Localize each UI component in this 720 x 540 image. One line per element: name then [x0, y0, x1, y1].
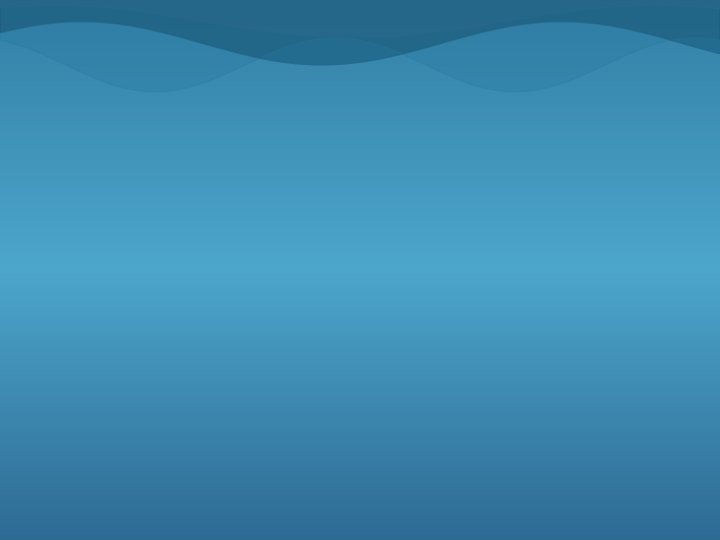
Text: Preoperative: Preoperative	[266, 114, 400, 134]
Bar	[327, 183, 455, 379]
Bar	[156, 140, 299, 421]
Text: Magnetic Resonance Angiography(MRA): Magnetic Resonance Angiography(MRA)	[0, 61, 678, 90]
Bar	[320, 140, 462, 421]
Bar	[490, 197, 618, 365]
Bar	[483, 140, 626, 421]
Text: ★ Axial ,Sagittal and coronal MRA of the brain.: ★ Axial ,Sagittal and coronal MRA of the…	[196, 460, 720, 480]
Ellipse shape	[167, 157, 288, 404]
